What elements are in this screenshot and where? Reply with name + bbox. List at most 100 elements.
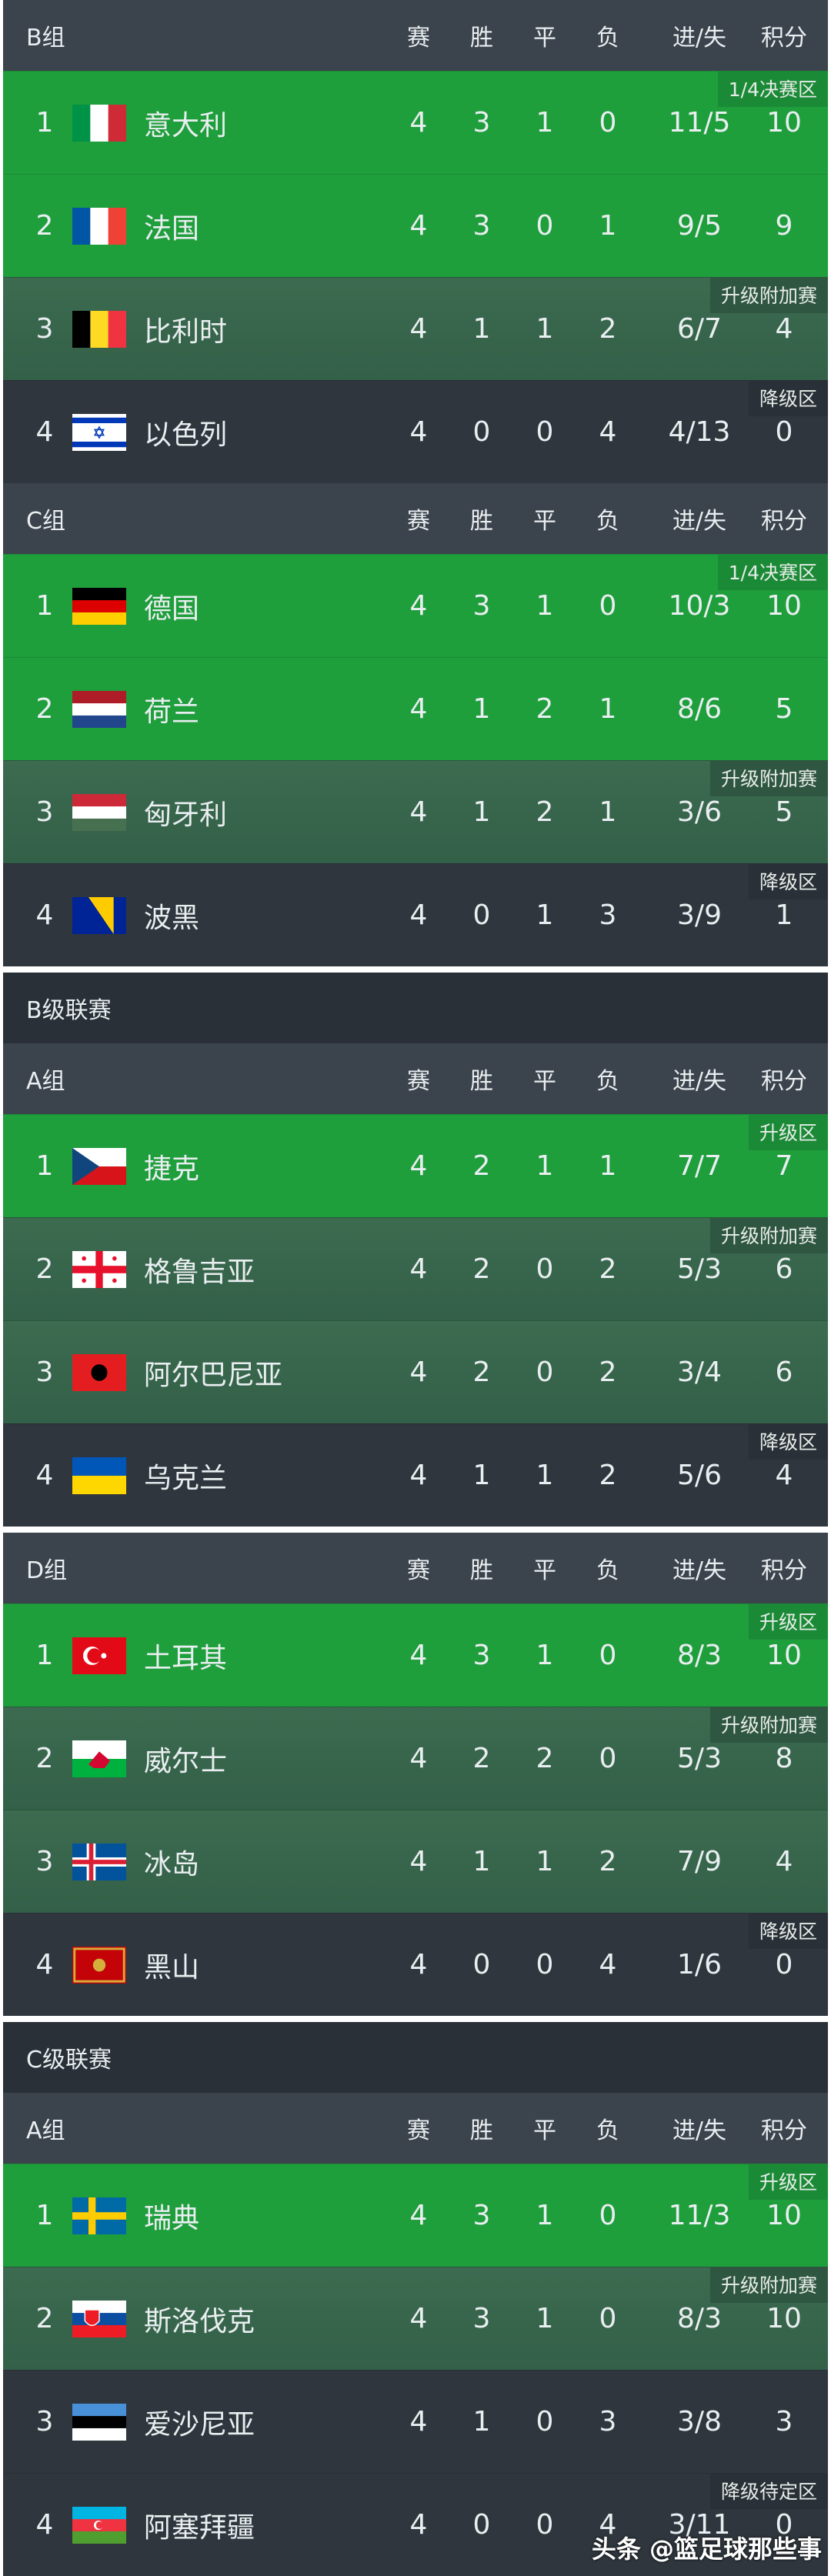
stat-d: 1	[536, 899, 554, 931]
flag-hu-icon	[72, 793, 126, 831]
rank: 4	[35, 1460, 54, 1491]
stat-p: 4	[409, 1150, 428, 1182]
stat-l: 2	[599, 1460, 617, 1491]
zone-badge: 升级附加赛	[709, 1218, 828, 1253]
stat-l: 2	[599, 1253, 617, 1285]
stat-p: 4	[409, 2406, 428, 2438]
stat-l: 1	[599, 693, 617, 725]
team-name[interactable]: 瑞典	[144, 2202, 200, 2234]
stat-d: 1	[536, 313, 554, 345]
team-name[interactable]: 捷克	[144, 1153, 200, 1185]
flag-ua-icon	[72, 1457, 126, 1494]
team-name[interactable]: 匈牙利	[144, 799, 228, 831]
standings-row[interactable]: 升级附加赛 2 威尔士 4 2 2 0 5/3 8	[3, 1707, 828, 1810]
standings-row[interactable]: 2 荷兰 4 1 2 1 8/6 5	[3, 657, 828, 760]
standings-row[interactable]: 降级区 4 乌克兰 4 1 1 2 5/6 4	[3, 1423, 828, 1527]
stat-p: 4	[409, 210, 428, 242]
standings-row[interactable]: 升级附加赛 2 格鲁吉亚 4 2 0 2 5/3 6	[3, 1217, 828, 1320]
team-name[interactable]: 意大利	[144, 109, 228, 142]
standings-row[interactable]: 降级区 4 以色列 4 0 0 4 4/13 0	[3, 380, 828, 483]
stat-l: 0	[599, 590, 617, 622]
standings-row[interactable]: 升级区 1 瑞典 4 3 1 0 11/3 10	[3, 2164, 828, 2267]
stat-pts: 10	[766, 1640, 802, 1671]
stat-pts: 4	[775, 1460, 793, 1491]
column-header: 赛	[407, 1557, 430, 1584]
zone-badge: 降级区	[748, 864, 828, 899]
flag-se-icon	[72, 2197, 126, 2234]
stat-p: 4	[409, 313, 428, 345]
team-name[interactable]: 黑山	[144, 1951, 200, 1984]
team-name[interactable]: 威尔士	[144, 1745, 228, 1777]
team-name[interactable]: 以色列	[144, 419, 228, 451]
stat-d: 1	[536, 1460, 554, 1491]
stat-gf: 5/6	[677, 1460, 722, 1491]
stat-gf: 11/5	[668, 107, 731, 138]
team-name[interactable]: 阿塞拜疆	[144, 2511, 255, 2544]
stat-w: 3	[472, 1640, 491, 1671]
group-header: A组 赛 胜 平 负 进/失 积分	[3, 2093, 828, 2164]
column-header: 进/失	[672, 508, 727, 535]
stat-pts: 5	[775, 796, 793, 828]
stat-pts: 9	[775, 210, 793, 242]
standings-row[interactable]: 3 爱沙尼亚 4 1 0 3 3/8 3	[3, 2370, 828, 2473]
stat-w: 2	[472, 1743, 491, 1774]
standings-row[interactable]: 降级待定区 4 阿塞拜疆 4 0 0 4 3/11 0	[3, 2473, 828, 2576]
standings-row[interactable]: 升级附加赛 3 比利时 4 1 1 2 6/7 4	[3, 277, 828, 380]
column-header: 赛	[407, 25, 430, 52]
stat-gf: 10/3	[668, 590, 731, 622]
rank: 2	[35, 1743, 54, 1774]
stat-l: 1	[599, 210, 617, 242]
team-name[interactable]: 德国	[144, 592, 200, 625]
stat-p: 4	[409, 1253, 428, 1285]
stat-d: 1	[536, 590, 554, 622]
stat-p: 4	[409, 1640, 428, 1671]
standings-row[interactable]: 升级附加赛 2 斯洛伐克 4 3 1 0 8/3 10	[3, 2267, 828, 2370]
team-name[interactable]: 阿尔巴尼亚	[144, 1359, 283, 1391]
stat-w: 3	[472, 590, 491, 622]
zone-badge: 降级区	[748, 1424, 828, 1460]
rank: 2	[35, 1253, 54, 1285]
team-name[interactable]: 土耳其	[144, 1642, 228, 1674]
stat-p: 4	[409, 1949, 428, 1980]
stat-gf: 1/6	[677, 1949, 722, 1980]
team-name[interactable]: 冰岛	[144, 1848, 200, 1880]
standings-row[interactable]: 升级附加赛 3 匈牙利 4 1 2 1 3/6 5	[3, 760, 828, 863]
zone-badge: 升级区	[748, 1115, 828, 1150]
team-name[interactable]: 比利时	[144, 315, 228, 348]
team-name[interactable]: 斯洛伐克	[144, 2305, 255, 2337]
stat-p: 4	[409, 1460, 428, 1491]
standings-row[interactable]: 3 阿尔巴尼亚 4 2 0 2 3/4 6	[3, 1320, 828, 1423]
team-name[interactable]: 格鲁吉亚	[144, 1256, 255, 1288]
stat-l: 1	[599, 796, 617, 828]
team-name[interactable]: 荷兰	[144, 696, 200, 728]
team-name[interactable]: 爱沙尼亚	[144, 2408, 255, 2441]
team-name[interactable]: 乌克兰	[144, 1462, 228, 1494]
league-title: C级联赛	[3, 2022, 828, 2093]
column-header: 胜	[470, 2117, 493, 2144]
standings-row[interactable]: 1/4决赛区 1 意大利 4 3 1 0 11/5 10	[3, 71, 828, 174]
flag-az-icon	[72, 2506, 126, 2544]
column-header: 积分	[761, 2117, 807, 2144]
standings-row[interactable]: 升级区 1 捷克 4 2 1 1 7/7 7	[3, 1114, 828, 1217]
stat-l: 0	[599, 1743, 617, 1774]
group-name: B组	[26, 25, 65, 52]
stat-d: 1	[536, 2200, 554, 2231]
standings-row[interactable]: 降级区 4 波黑 4 0 1 3 3/9 1	[3, 863, 828, 966]
stat-gf: 7/9	[677, 1846, 722, 1877]
stat-d: 0	[536, 1253, 554, 1285]
league-block: B级联赛 A组 赛 胜 平 负 进/失 积分 升级区 1 捷克 4 2 1 1 7/7 7 升级附加赛 2 格鲁吉亚 4…	[3, 973, 828, 1527]
standings-row[interactable]: 1/4决赛区 1 德国 4 3 1 0 10/3 10	[3, 554, 828, 657]
standings-row[interactable]: 升级区 1 土耳其 4 3 1 0 8/3 10	[3, 1603, 828, 1707]
team-name[interactable]: 波黑	[144, 902, 200, 934]
standings-row[interactable]: 降级区 4 黑山 4 0 0 4 1/6 0	[3, 1913, 828, 2016]
stat-d: 1	[536, 107, 554, 138]
column-header: 赛	[407, 508, 430, 535]
stat-d: 2	[536, 1743, 554, 1774]
zone-badge: 升级附加赛	[709, 2267, 828, 2303]
group-header: B组 赛 胜 平 负 进/失 积分	[3, 0, 828, 71]
stat-pts: 0	[775, 2509, 793, 2541]
section-divider	[0, 966, 831, 973]
standings-row[interactable]: 3 冰岛 4 1 1 2 7/9 4	[3, 1810, 828, 1913]
standings-row[interactable]: 2 法国 4 3 0 1 9/5 9	[3, 174, 828, 277]
team-name[interactable]: 法国	[144, 212, 200, 245]
